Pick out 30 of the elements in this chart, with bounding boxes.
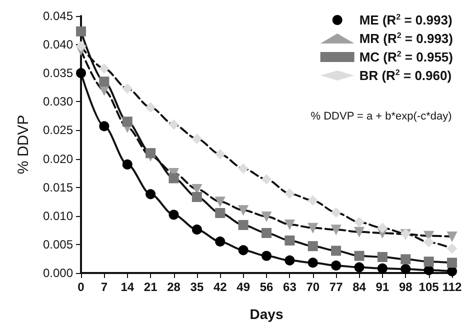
x-tick-label: 105 xyxy=(418,280,440,294)
x-tick-label: 56 xyxy=(260,280,274,294)
y-tick-label: 0.010 xyxy=(42,208,74,223)
x-tick-label: 84 xyxy=(352,280,366,294)
x-tick-label: 112 xyxy=(442,280,462,294)
x-tick-label: 63 xyxy=(283,280,297,294)
x-tick-label: 70 xyxy=(306,280,320,294)
y-tick-label: 0.030 xyxy=(42,94,74,109)
y-tick-label: 0.035 xyxy=(42,66,74,80)
x-tick-label: 42 xyxy=(213,280,228,294)
y-tick-label: 0.000 xyxy=(42,266,74,280)
y-tick-label: 0.020 xyxy=(42,152,74,166)
x-tick-label: 14 xyxy=(120,280,134,294)
x-tick-label: 77 xyxy=(329,280,344,294)
x-tick-label: 35 xyxy=(190,280,204,294)
x-tick-label: 98 xyxy=(398,280,413,294)
x-tick-label: 21 xyxy=(144,280,158,294)
x-tick-label: 91 xyxy=(376,280,390,294)
x-tick-label: 0 xyxy=(78,280,85,294)
y-tick-label: 0.005 xyxy=(42,237,74,252)
x-tick-label: 28 xyxy=(167,280,181,294)
x-axis-title: Days xyxy=(250,306,284,322)
y-tick-label: 0.015 xyxy=(42,180,74,194)
y-tick-label: 0.045 xyxy=(42,9,74,23)
annotation: % DDVP = a + b*exp(-c*day) xyxy=(310,110,452,122)
x-tick-label: 7 xyxy=(100,280,108,294)
y-axis-title: % DDVP xyxy=(15,114,32,174)
y-tick-label: 0.040 xyxy=(42,38,74,52)
y-tick-label: 0.025 xyxy=(42,123,74,138)
x-tick-label: 49 xyxy=(236,280,250,294)
